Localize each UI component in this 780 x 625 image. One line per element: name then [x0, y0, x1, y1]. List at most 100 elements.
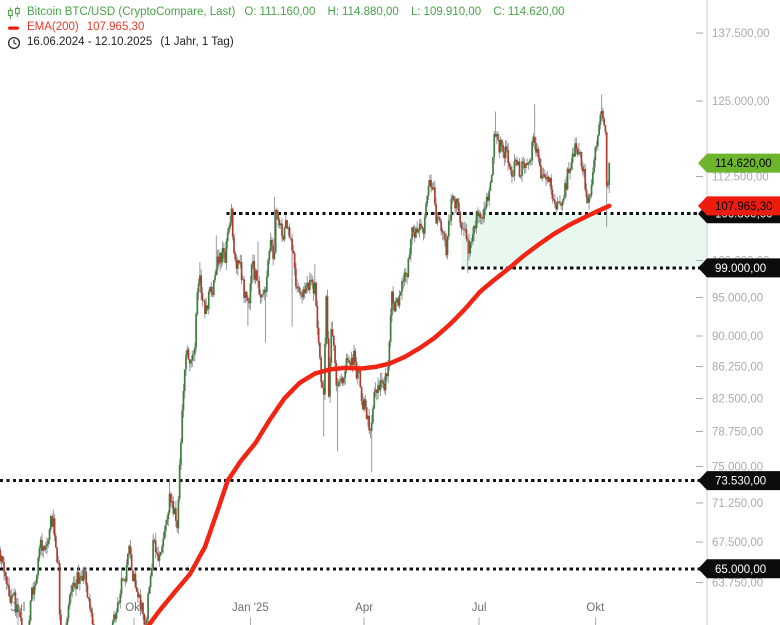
candle-body	[389, 315, 392, 342]
price-tag-shape	[698, 471, 780, 491]
y-tick-label: 71.250,00	[712, 498, 763, 510]
candle-body	[51, 516, 53, 527]
candle-body	[590, 184, 593, 196]
candle-body	[17, 604, 19, 612]
candle-body	[214, 275, 216, 281]
candle-body	[336, 385, 339, 387]
candle-body	[530, 160, 532, 162]
candle-body	[576, 148, 579, 155]
candle-body	[426, 195, 429, 204]
candle-body	[175, 508, 177, 521]
price-tag-6500000[interactable]: 65.000,00	[698, 559, 780, 579]
candle-body	[262, 293, 264, 295]
candle-body	[293, 253, 296, 269]
candle-body	[233, 236, 235, 254]
candle-body	[603, 118, 606, 126]
candle-body	[258, 281, 261, 295]
y-tick-label: 137.500,00	[712, 28, 770, 40]
candle-body	[55, 536, 57, 548]
ema-layer	[146, 203, 612, 625]
candle-body	[129, 545, 132, 555]
candle-body	[425, 203, 427, 217]
candle-body	[243, 279, 245, 298]
candle-body	[120, 578, 123, 594]
candle-body	[215, 269, 218, 276]
candle-body	[86, 584, 89, 598]
candle-body	[223, 248, 225, 253]
candle-body	[380, 379, 383, 381]
candle-body	[455, 198, 458, 209]
x-tick-label: Okt	[125, 602, 144, 614]
candle-body	[121, 578, 124, 580]
candle-body	[428, 180, 431, 186]
candle-body	[118, 602, 120, 604]
candle-body	[9, 596, 12, 603]
candle-body	[362, 400, 364, 410]
support-zone[interactable]	[461, 213, 707, 268]
candle-body	[604, 125, 607, 133]
candle-body	[432, 187, 435, 190]
candle-body	[281, 223, 283, 237]
candle-body	[224, 252, 226, 263]
price-tag-9900000[interactable]: 99.000,00	[698, 258, 780, 278]
candle-body	[415, 228, 417, 238]
candle-body	[47, 540, 50, 544]
candle-body	[378, 385, 381, 390]
candle-body	[552, 198, 555, 201]
ema-indicator-name[interactable]: EMA(200)	[27, 21, 79, 33]
candle-body	[41, 539, 43, 551]
candle-body	[288, 227, 291, 238]
candle-body	[581, 166, 584, 172]
date-range: 16.06.2024 - 12.10.2025	[27, 36, 153, 48]
candle-body	[391, 291, 393, 316]
candle-body	[458, 202, 460, 212]
candle-body	[153, 539, 156, 541]
price-tag-11462000[interactable]: 114.620,00	[698, 153, 780, 173]
candle-body	[373, 392, 376, 409]
candle-body	[498, 139, 501, 153]
candle-body	[372, 408, 374, 423]
candle-body	[314, 282, 316, 294]
y-tick-label: 90.000,00	[712, 331, 763, 343]
price-tag-value: 107.965,30	[715, 201, 773, 213]
candle-body	[147, 593, 149, 620]
candle-body	[464, 228, 467, 230]
candle-body	[221, 248, 224, 263]
candle-body	[1, 556, 4, 563]
candle-body	[172, 501, 175, 515]
candle-body	[58, 562, 61, 615]
candle-body	[157, 553, 160, 561]
candle-body	[72, 582, 75, 586]
candle-body	[480, 217, 483, 219]
candle-body	[437, 216, 440, 218]
candle-body	[489, 182, 492, 191]
candle-body	[536, 148, 539, 153]
y-tick-label: 67.500,00	[712, 537, 763, 549]
candle-body	[113, 614, 115, 622]
candle-body	[384, 373, 387, 391]
close-value: 114.620,00	[507, 6, 565, 18]
candle-body	[413, 232, 416, 238]
price-tag-10796530[interactable]: 107.965,30	[698, 196, 780, 216]
price-tag-shape	[698, 196, 780, 216]
price-tags-layer: 65.000,0073.530,0099.000,00106.800,00107…	[698, 153, 780, 579]
price-tag-7353000[interactable]: 73.530,00	[698, 471, 780, 491]
ema-200-line[interactable]	[146, 203, 612, 625]
candle-body	[139, 594, 142, 610]
y-tick-label: 112.500,00	[712, 172, 769, 184]
candle-body	[13, 592, 16, 596]
price-tag-value: 114.620,00	[715, 158, 772, 170]
candle-body	[514, 159, 517, 162]
candle-body	[474, 225, 477, 229]
candle-body	[595, 146, 598, 148]
candle-body	[306, 282, 309, 286]
candle-body	[89, 599, 91, 609]
symbol-name[interactable]: Bitcoin BTC/USD (CryptoCompare, Last)	[27, 6, 236, 18]
candle-body	[163, 530, 166, 539]
candle-body	[421, 226, 424, 229]
candle-body	[456, 198, 459, 203]
candle-body	[133, 573, 136, 582]
candle-body	[377, 385, 379, 394]
candle-body	[80, 576, 82, 578]
price-tag-shape	[698, 559, 780, 579]
